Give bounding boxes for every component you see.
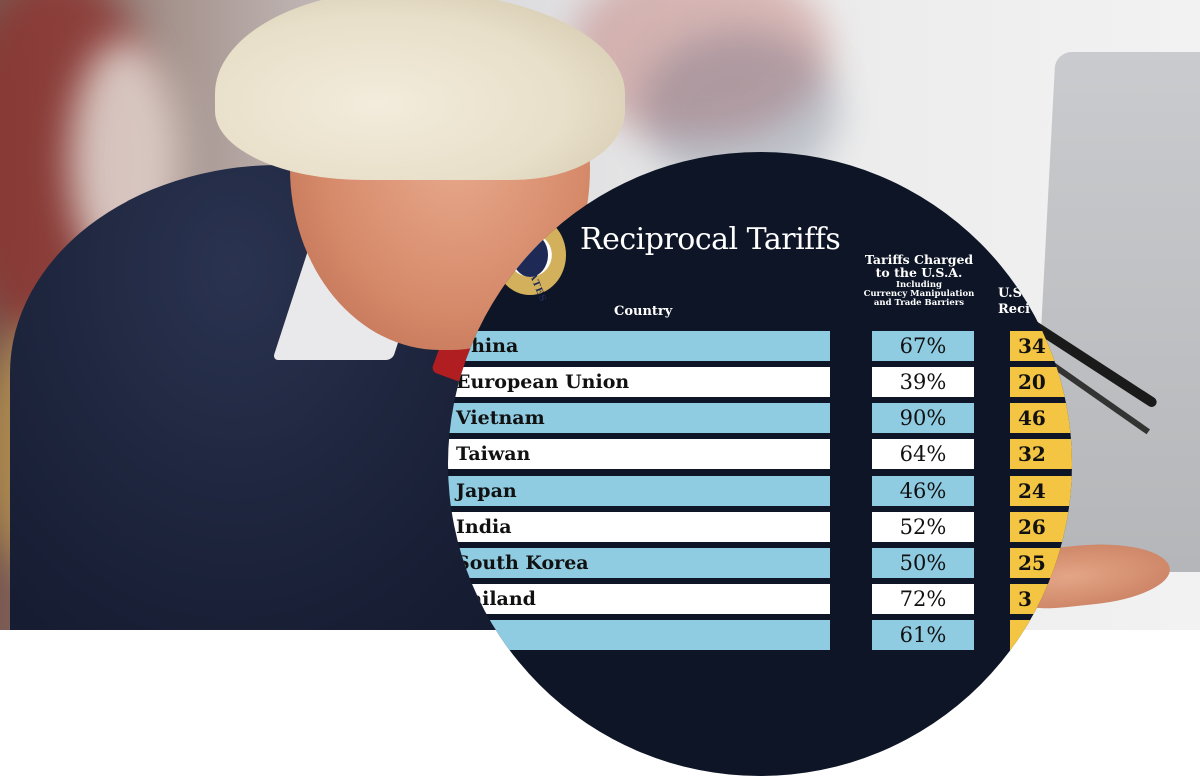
country-cell: Japan [448, 476, 830, 506]
header-charged-line2: to the U.S.A. [875, 265, 963, 281]
header-recip-line1: U.S. [998, 286, 1027, 301]
header-tariffs-charged: Tariffs Charged to the U.S.A. Including … [856, 253, 982, 308]
country-cell: hailand [448, 584, 830, 614]
reciprocal-cell: 26 [1010, 512, 1072, 542]
reciprocal-cell: 25 [1010, 548, 1072, 578]
header-charged-sub3: and Trade Barriers [873, 298, 965, 309]
country-cell: China [448, 331, 830, 361]
charged-cell: 72% [872, 584, 974, 614]
reciprocal-cell: 24 [1010, 476, 1072, 506]
charged-cell: 64% [872, 439, 974, 469]
tariff-chart-circle: TED STATES Reciprocal Tariffs Country Ta… [448, 152, 1072, 776]
background-photo [0, 0, 1200, 630]
graphic-title: Reciprocal Tariffs [580, 222, 841, 257]
country-cell: Vietnam [448, 403, 830, 433]
charged-cell: 46% [872, 476, 974, 506]
header-charged-sub2: Currency Manipulation [863, 289, 975, 300]
header-charged-line1: Tariffs Charged [864, 252, 974, 267]
reciprocal-cell [1010, 620, 1072, 650]
person-hair [215, 0, 625, 180]
reciprocal-cell: 3 [1010, 584, 1072, 614]
country-cell: India [448, 512, 830, 542]
reciprocal-cell: 20 [1010, 367, 1072, 397]
reciprocal-cell: 46 [1010, 403, 1072, 433]
country-cell: European Union [448, 367, 830, 397]
charged-cell: 67% [872, 331, 974, 361]
charged-cell: 39% [872, 367, 974, 397]
reciprocal-cell: 34 [1010, 331, 1072, 361]
header-country: Country [614, 304, 673, 319]
seal-center [512, 233, 548, 277]
country-cell [448, 620, 830, 650]
charged-cell: 90% [872, 403, 974, 433]
header-reciprocal: U.S. Reci [998, 286, 1072, 317]
header-recip-line2: Reci [998, 301, 1030, 317]
charged-cell: 52% [872, 512, 974, 542]
header-charged-sub1: Including [895, 280, 943, 291]
country-cell: Taiwan [448, 439, 830, 469]
charged-cell: 50% [872, 548, 974, 578]
charged-cell: 61% [872, 620, 974, 650]
reciprocal-cell: 32 [1010, 439, 1072, 469]
country-cell: South Korea [448, 548, 830, 578]
